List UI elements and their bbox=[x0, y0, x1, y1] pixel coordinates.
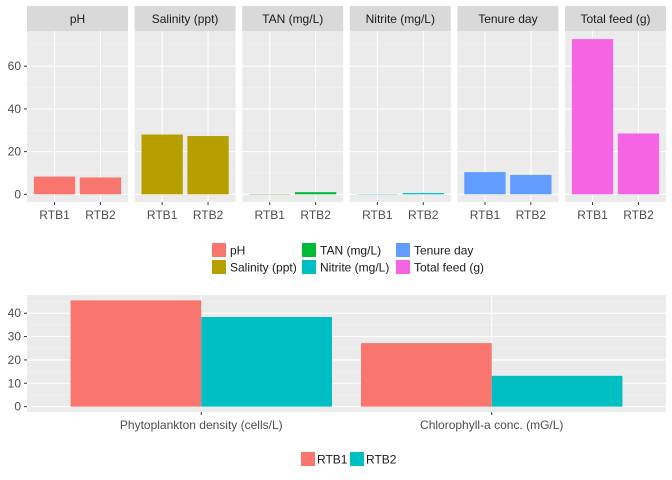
bar-rtb2 bbox=[510, 174, 552, 195]
bar-rtb1 bbox=[464, 172, 506, 195]
facet-panel bbox=[242, 31, 344, 202]
y-tick-label: 10 bbox=[8, 376, 22, 390]
bar-rtb1 bbox=[141, 134, 183, 195]
facet-strip bbox=[134, 6, 236, 31]
y-tick-label: 60 bbox=[8, 59, 22, 73]
x-tick-label: RTB1 bbox=[470, 208, 501, 222]
x-tick-label: Chlorophyll-a conc. (mG/L) bbox=[420, 418, 563, 432]
y-tick-label: 0 bbox=[14, 187, 21, 201]
x-tick-label: Phytoplankton density (cells/L) bbox=[120, 418, 283, 432]
legend-label: TAN (mg/L) bbox=[320, 244, 381, 258]
facet-panel bbox=[27, 31, 128, 202]
legend-key bbox=[212, 260, 226, 274]
legend-label: Nitrite (mg/L) bbox=[320, 261, 389, 275]
legend-label: Total feed (g) bbox=[414, 261, 484, 275]
facet-strip-label: TAN (mg/L) bbox=[262, 12, 323, 26]
x-tick-label: RTB2 bbox=[193, 208, 224, 222]
facet-strip-label: Tenure day bbox=[478, 12, 537, 26]
facet-strip bbox=[242, 6, 344, 31]
bar-rtb2 bbox=[294, 192, 337, 195]
y-tick-label: 40 bbox=[8, 306, 22, 320]
legend-key bbox=[301, 452, 315, 466]
x-tick-label: RTB1 bbox=[147, 208, 178, 222]
bar-rtb2 bbox=[79, 177, 122, 195]
bar-rtb2 bbox=[402, 193, 444, 195]
bar-rtb1 bbox=[33, 176, 76, 195]
facet-strip-label: Salinity (ppt) bbox=[152, 12, 219, 26]
bar-rtb2 bbox=[201, 316, 332, 407]
facet-strip-label: Nitrite (mg/L) bbox=[366, 12, 435, 26]
x-tick-label: RTB2 bbox=[408, 208, 439, 222]
x-tick-label: RTB1 bbox=[255, 208, 286, 222]
y-tick-label: 20 bbox=[8, 353, 22, 367]
facet-strip-label: Total feed (g) bbox=[580, 12, 650, 26]
bar-rtb1 bbox=[70, 300, 202, 407]
bar-rtb2 bbox=[617, 133, 660, 195]
facet-panel bbox=[349, 31, 451, 202]
facet-strip-label: pH bbox=[70, 12, 85, 26]
legend-key bbox=[212, 243, 226, 257]
y-tick-label: 0 bbox=[14, 400, 21, 414]
legend-key bbox=[302, 243, 316, 257]
y-tick-label: 40 bbox=[8, 102, 22, 116]
y-tick-label: 20 bbox=[8, 145, 22, 159]
legend-label: Tenure day bbox=[414, 244, 473, 258]
y-tick-label: 30 bbox=[8, 330, 22, 344]
legend-label: pH bbox=[230, 244, 245, 258]
x-tick-label: RTB1 bbox=[577, 208, 608, 222]
x-tick-label: RTB2 bbox=[516, 208, 547, 222]
x-tick-label: RTB1 bbox=[39, 208, 70, 222]
legend-key bbox=[396, 243, 410, 257]
facet-strip bbox=[457, 6, 559, 31]
legend-key bbox=[350, 452, 364, 466]
legend-key bbox=[396, 260, 410, 274]
legend-label: RTB2 bbox=[366, 453, 397, 467]
bar-rtb2 bbox=[491, 375, 623, 407]
x-tick-label: RTB2 bbox=[85, 208, 116, 222]
facet-strip bbox=[349, 6, 451, 31]
facet-strip bbox=[27, 6, 128, 31]
legend-label: Salinity (ppt) bbox=[230, 261, 297, 275]
bar-rtb1 bbox=[361, 343, 492, 407]
x-tick-label: RTB2 bbox=[300, 208, 331, 222]
x-tick-label: RTB2 bbox=[623, 208, 654, 222]
legend-key bbox=[302, 260, 316, 274]
bar-rtb2 bbox=[187, 136, 229, 195]
legend-label: RTB1 bbox=[317, 453, 348, 467]
facet-strip bbox=[565, 6, 666, 31]
bar-rtb1 bbox=[571, 39, 614, 195]
x-tick-label: RTB1 bbox=[362, 208, 393, 222]
